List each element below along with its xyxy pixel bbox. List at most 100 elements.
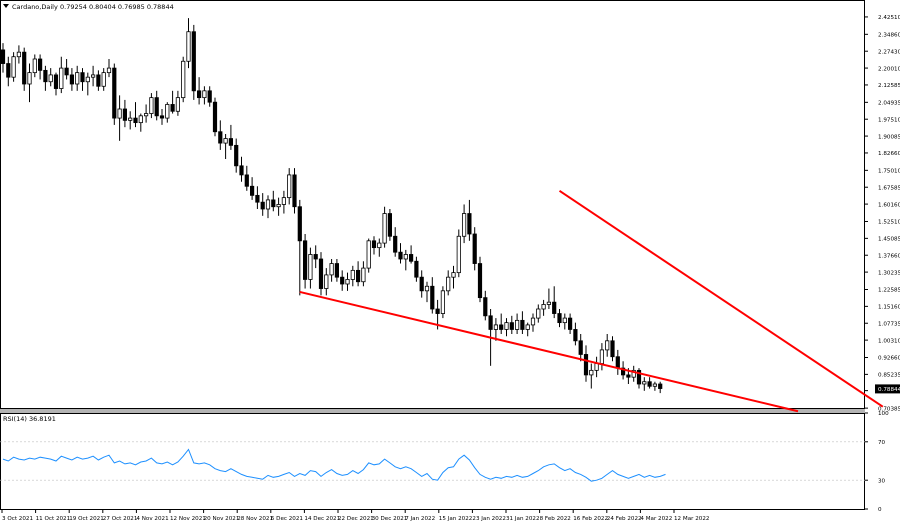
price-tick-label: 1.97510 <box>878 117 900 123</box>
price-tick-label: 0.85235 <box>878 373 900 379</box>
candle <box>53 72 59 96</box>
candle <box>377 238 382 257</box>
candle-body <box>536 308 541 319</box>
candle-body <box>196 90 202 99</box>
candle <box>371 236 377 255</box>
price-tick-label: 2.20010 <box>878 66 900 72</box>
window-menu-arrow-icon[interactable] <box>3 4 9 8</box>
candle-body <box>377 242 382 249</box>
candle <box>446 270 451 296</box>
candle <box>181 56 186 103</box>
candle-body <box>387 213 393 237</box>
candle-body <box>467 213 472 235</box>
time-tick-label: 4 Mar 2022 <box>640 516 672 522</box>
rsi-tick-label: 100 <box>878 411 889 417</box>
candle-body <box>175 97 180 112</box>
candle <box>472 227 477 271</box>
candle <box>408 245 414 264</box>
candle <box>117 95 122 141</box>
price-tick-label: 1.90085 <box>878 134 900 140</box>
trendline-upper[interactable] <box>558 189 884 408</box>
candle <box>515 313 520 334</box>
candle <box>461 204 467 244</box>
candle-body <box>642 381 647 385</box>
candle-body <box>530 317 536 326</box>
candle <box>382 206 387 248</box>
trendline-lower[interactable] <box>299 290 799 413</box>
candle-body <box>117 108 122 119</box>
candle-body <box>202 90 207 99</box>
candle-body <box>340 276 345 285</box>
price-tick-label: 1.00310 <box>878 338 900 344</box>
candle-body <box>488 315 493 330</box>
candle-body <box>350 269 355 280</box>
candle <box>350 265 355 287</box>
candle <box>318 252 324 296</box>
candle <box>276 197 281 216</box>
candle-body <box>59 67 64 89</box>
candle-body <box>440 290 446 314</box>
candle-body <box>228 138 233 146</box>
time-tick-label: 19 Oct 2021 <box>69 516 104 522</box>
rsi-line <box>2 448 666 482</box>
price-tick-label: 1.07735 <box>878 321 900 327</box>
candle-body <box>302 240 308 280</box>
price-tick-label: 2.27430 <box>878 49 900 55</box>
rsi-panel-frame <box>0 413 865 510</box>
candle <box>175 90 180 116</box>
candle <box>345 272 350 291</box>
candle <box>477 256 483 303</box>
candle-body <box>223 138 228 144</box>
candle-body <box>16 51 22 58</box>
candle-body <box>371 240 377 249</box>
candle <box>642 377 647 391</box>
candle <box>546 288 552 309</box>
candle-body <box>472 233 477 264</box>
candle <box>313 245 318 269</box>
candle-body <box>366 240 371 269</box>
candle <box>202 86 207 105</box>
candle <box>308 247 313 289</box>
price-tick-label: 2.42510 <box>878 15 900 21</box>
time-tick-label: 7 Jan 2022 <box>405 516 435 522</box>
candle-body <box>599 349 605 364</box>
candle <box>16 45 22 64</box>
time-tick-label: 28 Nov 2021 <box>237 516 273 522</box>
trendlines-layer <box>299 189 884 413</box>
candle-body <box>504 322 509 330</box>
candle-body <box>345 279 350 285</box>
candle <box>85 72 90 96</box>
candle-body <box>80 72 85 83</box>
candle <box>536 304 541 323</box>
candle <box>583 345 589 382</box>
candle <box>610 336 615 362</box>
candle-body <box>244 174 249 187</box>
time-tick-label: 4 Nov 2021 <box>136 516 169 522</box>
time-tick-label: 12 Mar 2022 <box>674 516 709 522</box>
candle-body <box>541 304 546 310</box>
candle-body <box>318 258 324 289</box>
rsi-layer: 100 70 30 0 <box>0 411 889 513</box>
candle <box>573 322 578 346</box>
candle <box>557 309 562 328</box>
time-tick-label: 31 Jan 2022 <box>506 516 540 522</box>
candle-body <box>260 201 265 210</box>
candle <box>329 259 334 282</box>
candle-body <box>308 254 313 280</box>
rsi-tick-label: 70 <box>878 440 886 446</box>
candle-body <box>520 319 525 330</box>
candle-body <box>615 356 620 369</box>
candle <box>499 313 504 334</box>
price-tick-label: 1.37660 <box>878 253 900 259</box>
candle-body <box>212 101 218 133</box>
candle-body <box>154 97 159 117</box>
candle-body <box>456 235 461 274</box>
candle-body <box>101 72 106 87</box>
candle <box>112 63 117 125</box>
candle-body <box>313 254 318 260</box>
price-tick-label: 1.67585 <box>878 185 900 191</box>
candle <box>568 313 573 334</box>
candle <box>133 102 138 128</box>
